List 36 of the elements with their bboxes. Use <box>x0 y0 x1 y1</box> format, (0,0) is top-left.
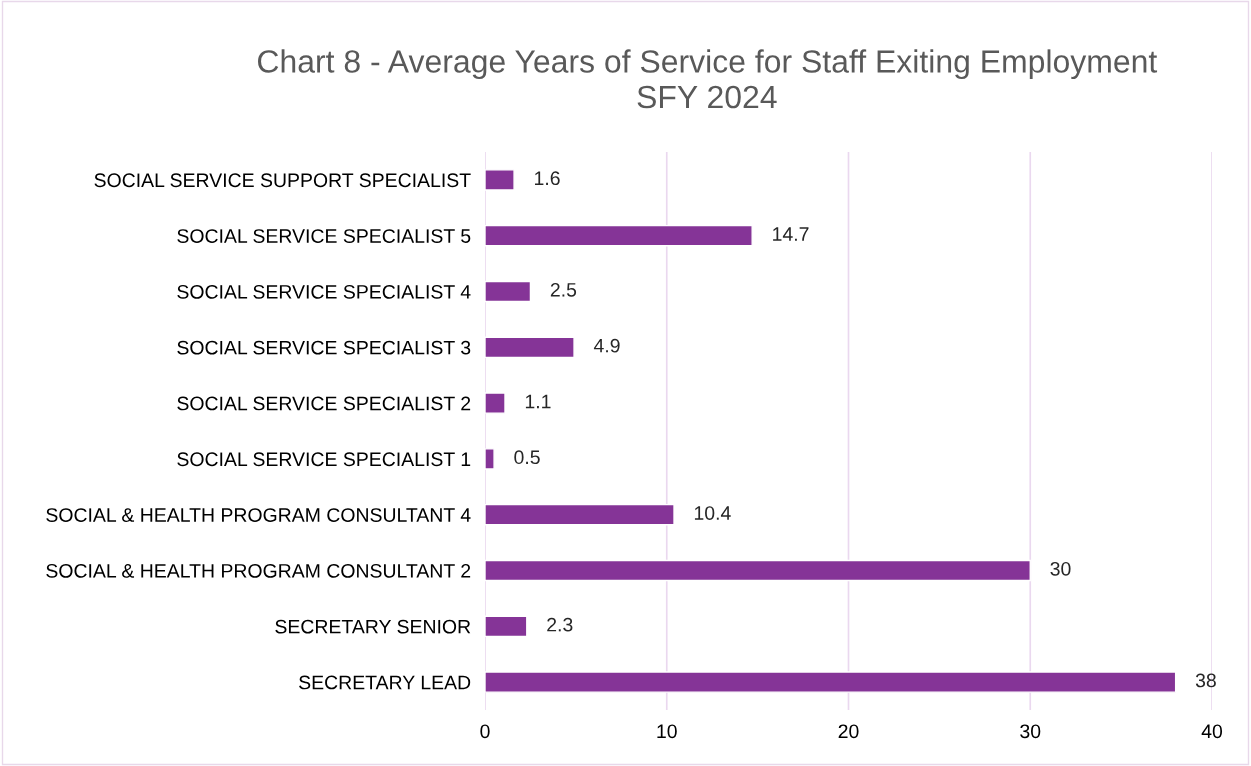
data-label: 4.9 <box>593 338 620 353</box>
data-label: 1.1 <box>525 394 551 409</box>
y-tick-label: SOCIAL SERVICE SPECIALIST 4 <box>177 284 471 299</box>
data-label: 14.7 <box>773 227 809 241</box>
x-tick-label: 20 <box>838 724 859 739</box>
x-tick-label: 10 <box>657 724 677 739</box>
bar <box>485 503 675 526</box>
bar <box>485 224 753 247</box>
data-label: 2.5 <box>550 282 577 297</box>
y-tick-label: SOCIAL SERVICE SPECIALIST 1 <box>177 452 471 467</box>
bar <box>485 280 532 303</box>
bar <box>485 559 1031 582</box>
data-label: 38 <box>1195 673 1216 688</box>
y-tick-label: SOCIAL SERVICE SPECIALIST 5 <box>177 229 471 243</box>
bar <box>485 448 495 470</box>
bar <box>485 615 528 638</box>
y-tick-label: SOCIAL SERVICE SPECIALIST 3 <box>177 340 471 355</box>
x-tick-label: 0 <box>480 724 490 739</box>
y-tick-label: SOCIAL & HEALTH PROGRAM CONSULTANT 2 <box>46 563 471 578</box>
data-label: 2.3 <box>547 617 573 632</box>
y-tick-label: SOCIAL SERVICE SPECIALIST 2 <box>177 396 471 411</box>
data-label: 1.6 <box>535 171 560 186</box>
chart-title: Chart 8 - Average Years of Service for Staff Exiting Employment SFY 2024 <box>258 49 1158 109</box>
bar <box>485 169 515 191</box>
y-tick-label: SECRETARY LEAD <box>299 675 471 690</box>
bar <box>485 392 506 414</box>
data-label: 10.4 <box>694 506 731 520</box>
x-tick-label: 30 <box>1020 724 1041 739</box>
y-tick-label: SOCIAL & HEALTH PROGRAM CONSULTANT 4 <box>46 508 471 522</box>
data-label: 0.5 <box>514 450 540 465</box>
bar <box>485 671 1177 693</box>
data-label: 30 <box>1050 561 1071 576</box>
bar <box>485 336 575 359</box>
x-tick-label: 40 <box>1201 724 1223 739</box>
y-tick-label: SECRETARY SENIOR <box>275 619 471 634</box>
y-tick-label: SOCIAL SERVICE SUPPORT SPECIALIST <box>94 173 471 188</box>
